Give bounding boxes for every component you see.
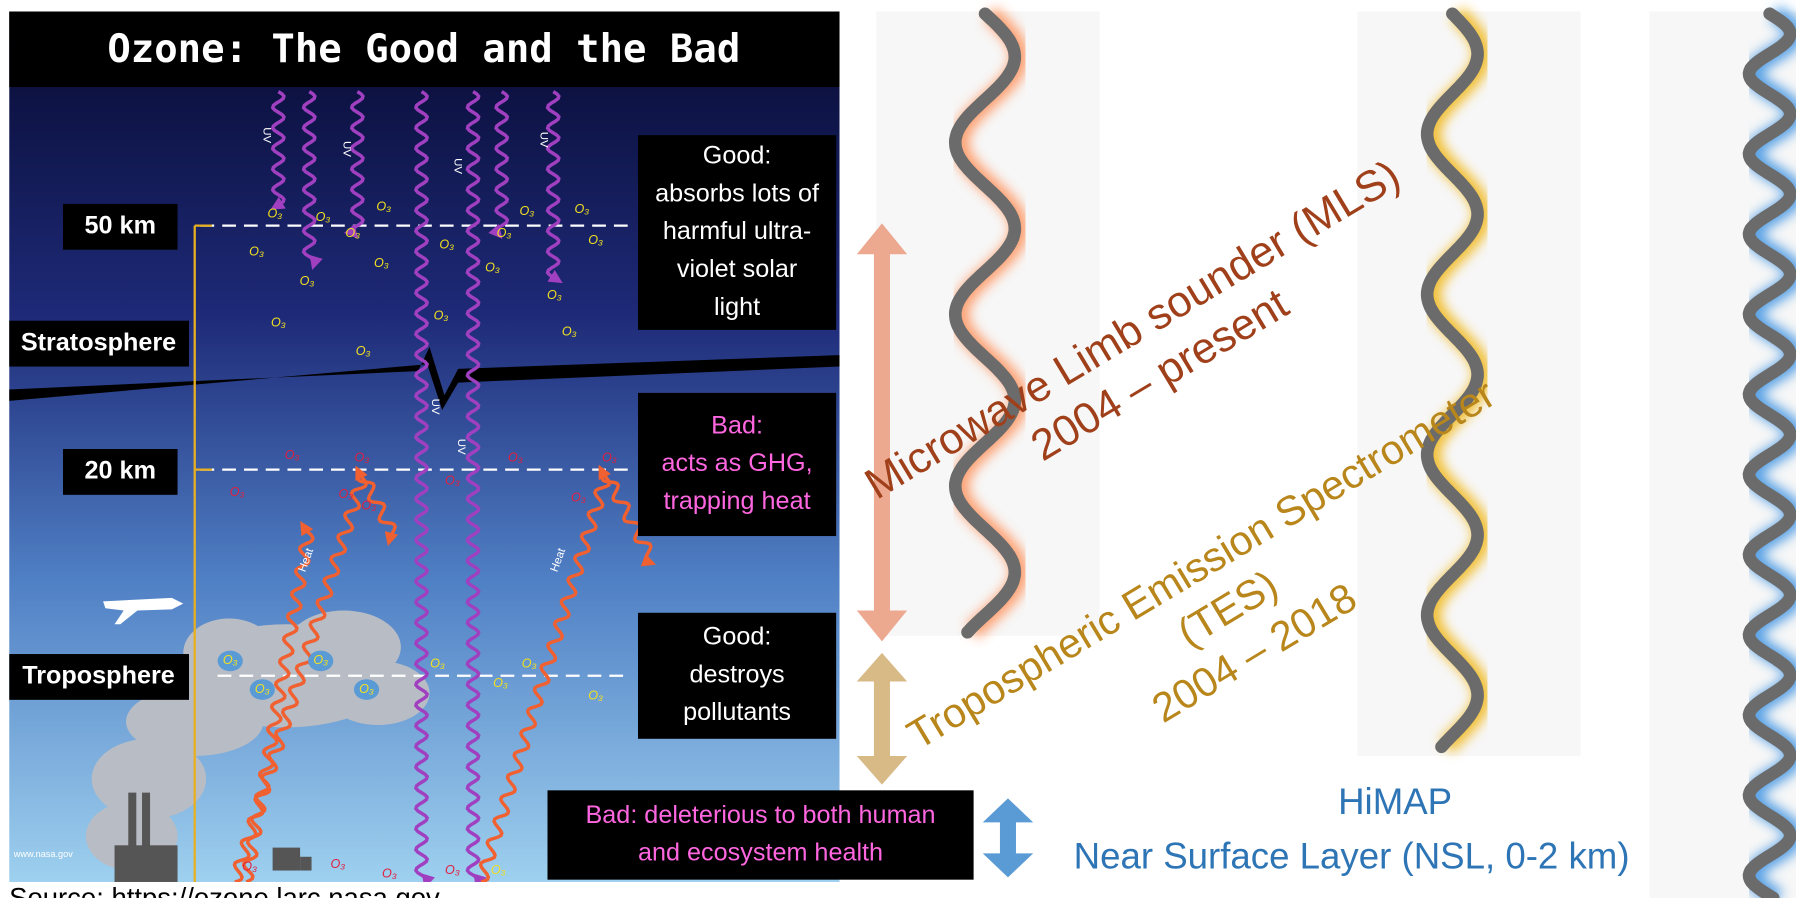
ozone-molecule: O₃: [434, 308, 449, 322]
ozone-molecule: O₃: [376, 200, 391, 214]
ozone-molecule: O₃: [519, 204, 534, 218]
ozone-molecule: O₃: [345, 226, 360, 240]
annotation-text: and ecosystem health: [638, 839, 883, 867]
ozone-molecule: O₃: [508, 450, 523, 464]
ozone-molecule: O₃: [382, 866, 397, 880]
source: Source: https://ozone.larc.nasa.gov: [9, 882, 440, 898]
ozone-molecule: O₃: [588, 689, 603, 703]
annotation-text: light: [714, 293, 760, 321]
ozone-molecule: O₃: [588, 233, 603, 247]
ozone-molecule: O₃: [223, 653, 238, 667]
title: Ozone: The Good and the Bad: [107, 27, 740, 72]
ozone-molecule: O₃: [571, 491, 586, 505]
ozone-molecule: O₃: [547, 288, 562, 302]
ozone-molecule: O₃: [602, 450, 617, 464]
credit: www.nasa.gov: [13, 849, 73, 859]
uv-label: UV: [429, 399, 441, 415]
ozone-molecule: O₃: [355, 450, 370, 464]
annotation-text: absorbs lots of: [655, 179, 820, 207]
ozone-molecule: O₃: [255, 682, 270, 696]
annotation-text: acts as GHG,: [661, 449, 812, 477]
ozone-molecule: O₃: [268, 207, 283, 221]
ozone-molecule: O₃: [339, 487, 354, 501]
ozone-molecule: O₃: [331, 857, 346, 871]
ozone-molecule: O₃: [430, 657, 445, 671]
ozone-molecule: O₃: [493, 676, 508, 690]
ozone-molecule: O₃: [439, 237, 454, 251]
ozone-molecule: O₃: [485, 260, 500, 274]
uv-label: UV: [455, 439, 467, 455]
annotation-text: destroys: [689, 660, 784, 688]
ozone-molecule: O₃: [497, 226, 512, 240]
ozone-molecule: O₃: [359, 682, 374, 696]
annotation-text: trapping heat: [664, 487, 811, 515]
ozone-molecule: O₃: [562, 324, 577, 338]
ozone-molecule: O₃: [491, 863, 506, 877]
uv-label: UV: [538, 132, 550, 148]
annotation-text: pollutants: [683, 698, 791, 726]
uv-label: UV: [452, 158, 464, 174]
instrument-name: HiMAP: [1338, 781, 1452, 822]
ozone-molecule: O₃: [374, 256, 389, 270]
ozone-molecule: O₃: [271, 315, 286, 329]
ozone-molecule: O₃: [249, 244, 264, 258]
ozone-molecule: O₃: [300, 274, 315, 288]
ozone-molecule: O₃: [356, 344, 371, 358]
annotation-text: Bad: deleterious to both human: [586, 801, 936, 829]
altitude-label: 20 km: [85, 457, 156, 485]
ozone-molecule: O₃: [230, 485, 245, 499]
ozone-molecule: O₃: [445, 863, 460, 877]
slide: Ozone: The Good and the Bad UV UV UV UV UV UV…: [0, 0, 1796, 898]
instrument-panel: Microwave Limb sounder (MLS) 2004 – pres…: [857, 11, 1796, 898]
layer-label: Stratosphere: [21, 328, 176, 356]
ozone-molecule: O₃: [445, 473, 460, 487]
annotation-text: violet solar: [677, 255, 797, 283]
ozone-molecule: O₃: [242, 859, 257, 873]
uv-label: UV: [341, 141, 353, 157]
instrument-desc: Near Surface Layer (NSL, 0-2 km): [1074, 836, 1630, 877]
ozone-molecule: O₃: [316, 210, 331, 224]
ozone-molecule: O₃: [313, 653, 328, 667]
altitude-label: 50 km: [85, 211, 156, 239]
annotation-text: Good:: [703, 623, 772, 651]
ozone-molecule: O₃: [522, 657, 537, 671]
uv-label: UV: [260, 127, 272, 143]
ozone-molecule: O₃: [361, 499, 376, 513]
layer-label: Troposphere: [22, 662, 175, 690]
ozone-molecule: O₃: [574, 202, 589, 216]
annotation-text: Bad:: [711, 411, 763, 439]
annotation-text: Good:: [703, 142, 772, 170]
annotation-text: harmful ultra-: [663, 217, 811, 245]
ozone-molecule: O₃: [285, 448, 300, 462]
